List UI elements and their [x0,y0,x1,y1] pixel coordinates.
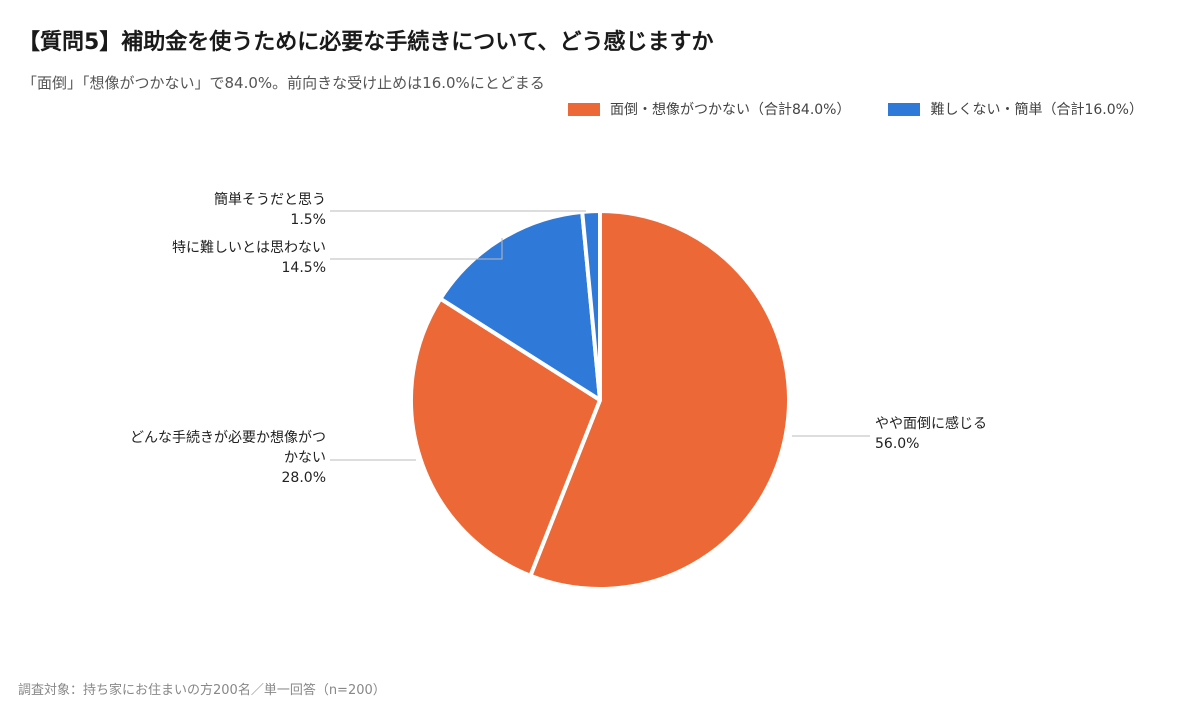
slice-label: かない [284,450,326,466]
legend-label-easy: 難しくない・簡単（合計16.0%） [930,102,1143,118]
slice-label: やや面倒に感じる [875,416,987,432]
pie-slice-1 [528,209,791,591]
slice-callout-2: どんな手続きが必要か想像がつかない 28.0% [130,428,326,488]
chart-footer: 調査対象：持ち家にお住まいの方200名／単一回答（n=200） [18,683,386,698]
chart-subtitle: 「面倒」「想像がつかない」で84.0%。前向きな受け止めは16.0%にとどまる [22,74,545,92]
slice-value: 14.5% [281,260,326,276]
pie-slice-4 [580,209,602,402]
slice-callout-4: 簡単そうだと思う 1.5% [214,190,326,230]
leader-line-3 [330,238,503,260]
legend-swatch-blue [888,102,921,116]
slice-value: 28.0% [281,470,326,486]
slice-label: 特に難しいとは思わない [172,240,326,256]
slice-callout-3: 特に難しいとは思わない 14.5% [172,238,326,278]
pie-slice-2 [409,296,602,578]
chart-legend: 面倒・想像がつかない（合計84.0%） 難しくない・簡単（合計16.0%） [568,99,1143,119]
slice-value: 1.5% [290,212,326,228]
legend-item-burdensome: 面倒・想像がつかない（合計84.0%） [568,99,850,119]
slice-value: 56.0% [875,436,920,452]
pie-slices [409,209,791,591]
legend-label-burdensome: 面倒・想像がつかない（合計84.0%） [610,102,851,118]
slice-label: 簡単そうだと思う [214,192,326,208]
leader-lines [330,210,870,461]
slice-label: どんな手続きが必要か想像がつ [130,430,326,446]
slice-callout-1: やや面倒に感じる 56.0% [875,414,987,454]
legend-item-easy: 難しくない・簡単（合計16.0%） [888,99,1143,119]
legend-swatch-orange [568,102,600,116]
chart-title: 【質問5】補助金を使うために必要な手続きについて、どう感じますか [18,30,714,55]
